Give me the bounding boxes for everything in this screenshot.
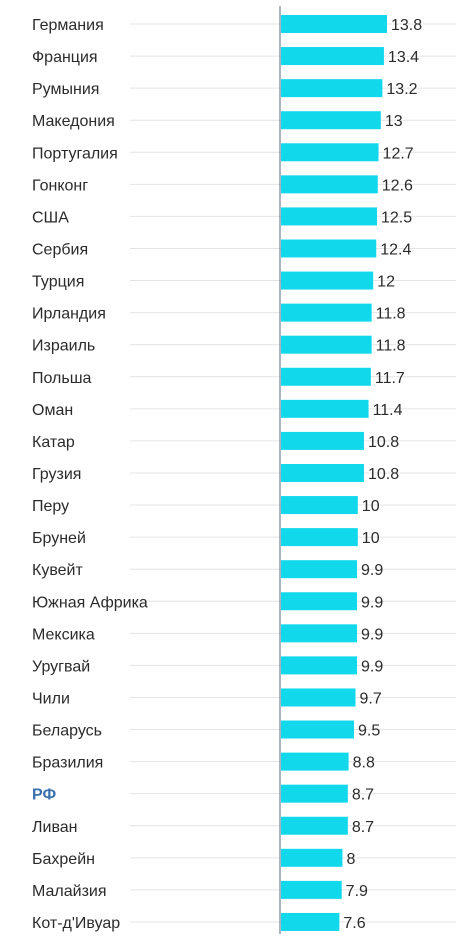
value-label: 12.7 bbox=[383, 145, 414, 162]
value-label: 10.8 bbox=[368, 466, 399, 483]
category-label: Ливан bbox=[32, 819, 78, 836]
value-label: 9.7 bbox=[360, 690, 382, 707]
bar bbox=[281, 784, 348, 803]
category-label: Португалия bbox=[32, 145, 118, 162]
value-label: 9.9 bbox=[361, 626, 383, 643]
bar bbox=[281, 848, 343, 867]
category-label: Гонконг bbox=[32, 177, 88, 194]
category-label: Южная Африка bbox=[32, 594, 148, 611]
value-label: 13.4 bbox=[388, 49, 419, 66]
value-label: 13.8 bbox=[391, 17, 422, 34]
bar bbox=[281, 367, 371, 386]
bar bbox=[281, 207, 378, 226]
value-label: 11.7 bbox=[375, 370, 405, 387]
category-label: Кот-д'Ивуар bbox=[32, 915, 120, 932]
value-label: 7.6 bbox=[343, 915, 365, 932]
bar bbox=[281, 720, 354, 739]
value-label: 8.7 bbox=[352, 819, 374, 836]
bar bbox=[281, 880, 342, 899]
value-label: 8 bbox=[346, 851, 355, 868]
bar bbox=[281, 912, 340, 931]
bar bbox=[281, 303, 372, 322]
value-label: 10.8 bbox=[368, 434, 399, 451]
bar bbox=[281, 239, 377, 258]
value-label: 8.7 bbox=[352, 787, 374, 804]
category-label: Беларусь bbox=[32, 723, 102, 740]
bar bbox=[281, 688, 356, 707]
category-label: Грузия bbox=[32, 466, 81, 483]
bar bbox=[281, 592, 358, 611]
value-label: 11.8 bbox=[376, 306, 406, 323]
category-label: Кувейт bbox=[32, 562, 83, 579]
bar bbox=[281, 399, 369, 418]
bar bbox=[281, 47, 384, 66]
bar bbox=[281, 335, 372, 354]
bar bbox=[281, 496, 358, 515]
value-label: 9.9 bbox=[361, 658, 383, 675]
category-label: Польша bbox=[32, 370, 92, 387]
category-label: Ирландия bbox=[32, 306, 106, 323]
category-label: Перу bbox=[32, 498, 69, 515]
category-label: Чили bbox=[32, 690, 70, 707]
bar bbox=[281, 560, 358, 579]
category-label: Македония bbox=[32, 113, 115, 130]
category-label: Бахрейн bbox=[32, 851, 95, 868]
category-label: РФ bbox=[32, 787, 56, 804]
category-label: Оман bbox=[32, 402, 73, 419]
category-label: Уругвай bbox=[32, 658, 90, 675]
category-label: Бруней bbox=[32, 530, 86, 547]
category-label: Мексика bbox=[32, 626, 95, 643]
value-label: 10 bbox=[362, 530, 380, 547]
value-labels: 13.8 13.4 13.2 13 12.7 12.6 12.5 12.4 12 11.8 11.8… bbox=[343, 17, 422, 932]
bar bbox=[281, 528, 358, 547]
value-label: 12.4 bbox=[380, 241, 411, 258]
bars bbox=[281, 15, 387, 931]
category-label: Сербия bbox=[32, 241, 88, 258]
value-label: 12 bbox=[377, 274, 395, 291]
value-label: 13 bbox=[385, 113, 403, 130]
category-labels: Германия Франция Румыния Македония Португали… bbox=[32, 17, 148, 932]
value-label: 7.9 bbox=[346, 883, 368, 900]
bar bbox=[281, 143, 379, 162]
value-label: 11.4 bbox=[373, 402, 403, 419]
category-label: Германия bbox=[32, 17, 104, 34]
bar bbox=[281, 752, 349, 771]
category-label: Румыния bbox=[32, 81, 99, 98]
category-label: Израиль bbox=[32, 338, 95, 355]
category-label: Катар bbox=[32, 434, 75, 451]
category-label: Малайзия bbox=[32, 883, 107, 900]
value-label: 8.8 bbox=[353, 755, 375, 772]
value-label: 12.5 bbox=[381, 209, 412, 226]
bar bbox=[281, 79, 383, 98]
value-label: 12.6 bbox=[382, 177, 413, 194]
value-label: 10 bbox=[362, 498, 380, 515]
bar bbox=[281, 656, 358, 675]
category-label: Франция bbox=[32, 49, 98, 66]
bar bbox=[281, 431, 364, 450]
bar bbox=[281, 175, 378, 194]
value-label: 9.9 bbox=[361, 594, 383, 611]
category-label: Турция bbox=[32, 274, 84, 291]
value-label: 13.2 bbox=[386, 81, 417, 98]
value-label: 9.5 bbox=[358, 723, 380, 740]
bar bbox=[281, 111, 381, 130]
bar bbox=[281, 463, 364, 482]
bar bbox=[281, 624, 358, 643]
bar bbox=[281, 271, 374, 290]
bar bbox=[281, 15, 387, 33]
bar bbox=[281, 816, 348, 835]
value-label: 11.8 bbox=[376, 338, 406, 355]
value-label: 9.9 bbox=[361, 562, 383, 579]
category-label: Бразилия bbox=[32, 755, 103, 772]
category-label: США bbox=[32, 209, 69, 226]
